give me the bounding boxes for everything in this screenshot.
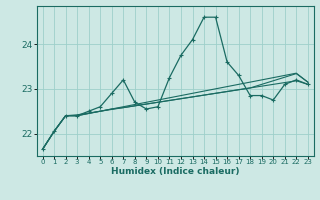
X-axis label: Humidex (Indice chaleur): Humidex (Indice chaleur) — [111, 167, 239, 176]
